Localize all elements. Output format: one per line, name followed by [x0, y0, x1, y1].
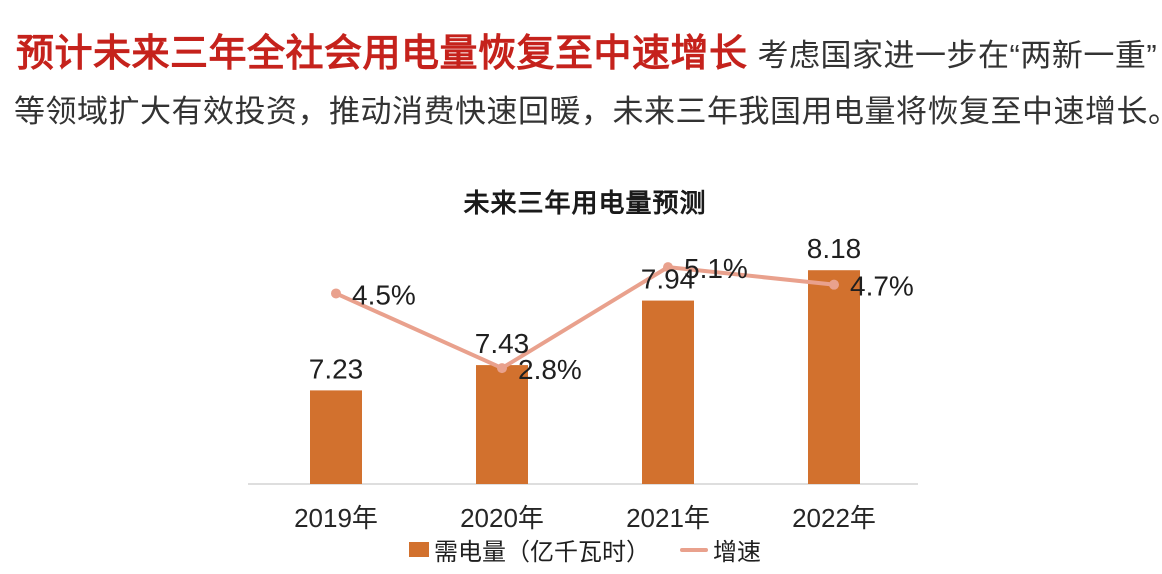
legend-item-line: 增速: [680, 532, 761, 567]
bar-2019年: [310, 390, 362, 484]
legend-line-label: 增速: [713, 539, 761, 566]
bar-value-label: 8.18: [807, 233, 862, 264]
chart-title: 未来三年用电量预测: [463, 188, 707, 218]
x-axis-label: 2021年: [626, 503, 710, 533]
x-axis-label: 2022年: [792, 503, 876, 533]
growth-value-label: 4.5%: [352, 279, 416, 310]
headline-dark: 考虑国家进一步在“两新一重”: [757, 38, 1158, 73]
legend-item-bars: 需电量（亿千瓦时）: [409, 532, 650, 567]
bar-swatch-icon: [409, 542, 429, 557]
bar-value-label: 7.43: [475, 328, 530, 359]
growth-point-2019年: [331, 288, 341, 299]
bar-2022年: [808, 270, 860, 484]
line-swatch-icon: [680, 547, 708, 552]
bar-value-label: 7.94: [641, 264, 696, 295]
headline: 预计未来三年全社会用电量恢复至中速增长 考虑国家进一步在“两新一重”: [16, 22, 1162, 77]
x-axis-label: 2020年: [460, 503, 544, 533]
chart-legend: 需电量（亿千瓦时） 增速: [253, 532, 917, 567]
growth-value-label: 2.8%: [518, 354, 582, 385]
growth-line: [334, 265, 836, 371]
headline-paragraph: 等领域扩大有效投资，推动消费快速回暖，未来三年我国用电量将恢复至中速增长。: [14, 94, 1162, 129]
legend-bar-label: 需电量（亿千瓦时）: [434, 539, 650, 566]
growth-value-label: 5.1%: [684, 253, 748, 284]
bar-value-label: 7.23: [309, 353, 364, 384]
bar-2021年: [642, 300, 694, 484]
bar-2020年: [476, 365, 528, 484]
growth-value-label: 4.7%: [850, 271, 914, 302]
growth-point-2022年: [829, 279, 839, 290]
growth-point-2021年: [663, 262, 673, 273]
headline-red: 预计未来三年全社会用电量恢复至中速增长: [16, 33, 748, 75]
x-axis-label: 2019年: [294, 503, 378, 533]
growth-point-2020年: [497, 363, 507, 374]
